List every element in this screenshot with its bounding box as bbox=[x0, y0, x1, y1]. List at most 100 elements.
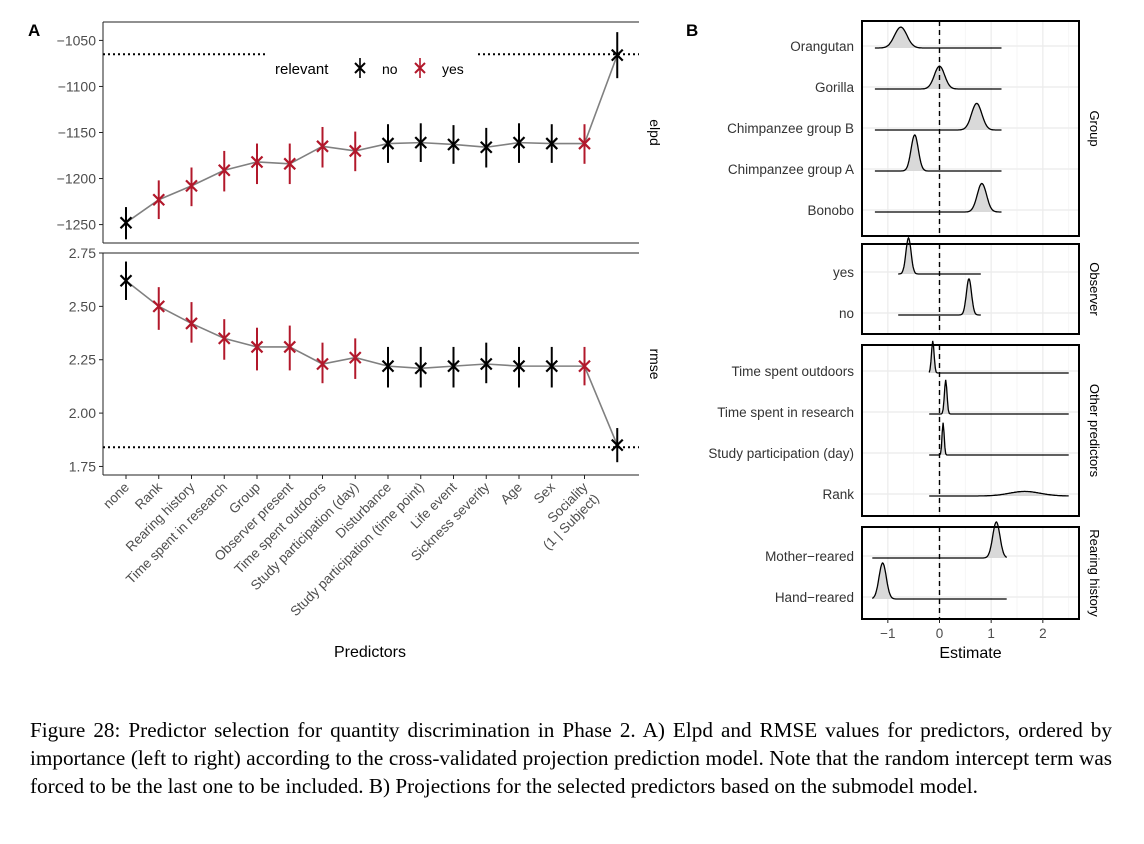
density-line bbox=[898, 277, 981, 316]
row-label: Time spent outdoors bbox=[731, 364, 854, 379]
data-point bbox=[348, 351, 362, 364]
data-point bbox=[250, 155, 264, 169]
density-area bbox=[874, 135, 1002, 171]
x-tick-label: none bbox=[100, 480, 132, 512]
x-tick-label: 1 bbox=[987, 626, 995, 641]
data-point bbox=[512, 136, 526, 149]
facet-strip-label: Group bbox=[1087, 110, 1102, 146]
row-label: Time spent in research bbox=[717, 405, 854, 420]
data-point bbox=[185, 317, 198, 330]
series-line bbox=[125, 54, 619, 224]
row-label: no bbox=[839, 306, 854, 321]
density-line bbox=[874, 182, 1002, 213]
y-tick-label: 1.75 bbox=[69, 458, 96, 474]
x-tick-label: Age bbox=[498, 480, 526, 508]
facet-border bbox=[861, 344, 1080, 517]
density-line bbox=[929, 490, 1069, 497]
series-line bbox=[125, 280, 618, 446]
density-line bbox=[874, 65, 1002, 90]
data-point bbox=[283, 157, 297, 171]
density-area bbox=[872, 563, 1007, 599]
data-point bbox=[250, 340, 264, 354]
facet-border bbox=[861, 20, 1080, 237]
data-point bbox=[414, 361, 428, 375]
data-point bbox=[316, 140, 329, 153]
x-axis-title: Predictors bbox=[334, 644, 406, 661]
data-point bbox=[447, 138, 460, 151]
y-tick-label: −1050 bbox=[57, 32, 97, 48]
data-point bbox=[479, 140, 493, 154]
data-point bbox=[152, 193, 166, 206]
data-point bbox=[348, 144, 362, 158]
data-point bbox=[447, 359, 460, 373]
data-point bbox=[414, 136, 428, 149]
row-label: Rank bbox=[822, 487, 854, 502]
row-label: Gorilla bbox=[815, 80, 855, 95]
density-area bbox=[929, 422, 1069, 455]
y-tick-label: 2.25 bbox=[69, 352, 96, 368]
data-point bbox=[119, 216, 133, 230]
row-label: Chimpanzee group A bbox=[728, 162, 854, 177]
density-line bbox=[929, 379, 1069, 415]
y-tick-label: 2.75 bbox=[69, 245, 96, 261]
row-label: Orangutan bbox=[790, 39, 854, 54]
panel-label-a: A bbox=[28, 21, 40, 40]
y-tick-label: 2.00 bbox=[69, 405, 96, 421]
figure: A B −1250 −1200 −1150 −1100 −1050 elpd 1.75 2.0… bbox=[28, 20, 1102, 662]
data-point bbox=[512, 359, 526, 373]
x-axis-title: Estimate bbox=[939, 645, 1001, 662]
data-point bbox=[610, 438, 624, 452]
data-point bbox=[217, 163, 231, 177]
density-area bbox=[898, 278, 981, 315]
facet-strip-label: Other predictors bbox=[1087, 384, 1102, 478]
density-line bbox=[928, 340, 1069, 374]
density-line bbox=[874, 26, 1002, 49]
x-tick-label: Sex bbox=[531, 479, 558, 506]
density-area bbox=[874, 66, 1002, 89]
density-area bbox=[874, 103, 1002, 130]
facet-border bbox=[861, 243, 1080, 335]
y-tick-label: −1100 bbox=[58, 78, 96, 94]
panel-label-b: B bbox=[686, 21, 698, 40]
density-area bbox=[929, 379, 1069, 414]
legend-label: no bbox=[382, 61, 398, 77]
legend-label: yes bbox=[442, 61, 464, 77]
x-tick-label: −1 bbox=[880, 626, 895, 641]
data-point bbox=[381, 359, 395, 373]
y-tick-label: −1200 bbox=[57, 171, 97, 187]
x-tick-label: 0 bbox=[936, 626, 944, 641]
data-point bbox=[578, 359, 591, 373]
facet-border bbox=[861, 526, 1080, 620]
data-point bbox=[185, 179, 198, 193]
data-point bbox=[152, 300, 166, 313]
data-point bbox=[545, 137, 559, 150]
density-line bbox=[874, 102, 1002, 131]
legend-title: relevant bbox=[275, 61, 329, 78]
density-area bbox=[872, 522, 1007, 558]
data-point bbox=[283, 340, 297, 354]
facet-strip-label: elpd bbox=[647, 119, 663, 145]
panel-a: −1250 −1200 −1150 −1100 −1050 elpd 1.75 2.00 2.2… bbox=[57, 21, 663, 661]
panel-b: Orangutan Gorilla Chimpanzee group B Chimpa… bbox=[708, 20, 1102, 662]
data-point bbox=[316, 357, 329, 371]
legend-key-marker bbox=[354, 62, 366, 74]
data-point bbox=[578, 137, 591, 150]
data-point bbox=[545, 359, 559, 373]
facet-strip-label: rmse bbox=[647, 348, 663, 379]
density-area bbox=[898, 237, 981, 274]
y-tick-label: −1250 bbox=[57, 217, 97, 233]
legend-key-marker bbox=[414, 62, 426, 74]
data-point bbox=[217, 332, 231, 345]
density-line bbox=[874, 134, 1002, 172]
y-tick-label: −1150 bbox=[58, 125, 96, 141]
row-label: Bonobo bbox=[807, 203, 854, 218]
facet-strip-label: Observer bbox=[1087, 262, 1102, 316]
data-point bbox=[610, 48, 624, 62]
facet-strip-label: Rearing history bbox=[1087, 529, 1102, 617]
figure-caption: Figure 28: Predictor selection for quant… bbox=[30, 718, 1112, 798]
row-label: yes bbox=[833, 265, 854, 280]
x-tick-label: 2 bbox=[1039, 626, 1047, 641]
row-label: Hand−reared bbox=[775, 590, 854, 605]
density-line bbox=[929, 422, 1069, 456]
density-area bbox=[874, 27, 1002, 48]
